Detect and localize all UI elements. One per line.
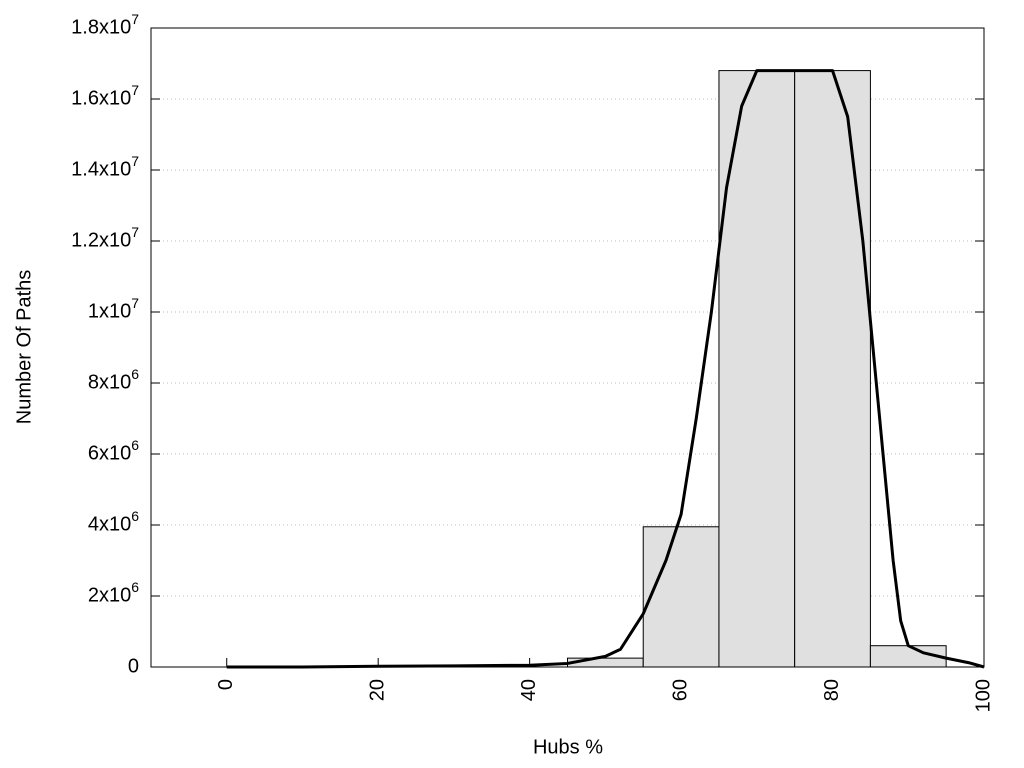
- y-tick-label: 1.8x107: [71, 11, 139, 39]
- x-tick-label: 20: [366, 679, 388, 701]
- x-tick-label: 40: [518, 679, 540, 701]
- y-tick-label: 2x106: [88, 579, 139, 607]
- bar: [794, 70, 871, 668]
- x-tick-label: 100: [972, 679, 994, 712]
- bar: [718, 70, 796, 668]
- y-tick-label: 1.6x107: [71, 82, 139, 110]
- y-tick-label: 1.2x107: [71, 224, 139, 252]
- y-tick-label: 4x106: [88, 508, 139, 536]
- bar: [642, 526, 720, 668]
- x-tick-label: 0: [215, 679, 237, 690]
- x-tick-label: 60: [669, 679, 691, 701]
- y-tick-label: 8x106: [88, 366, 139, 394]
- y-tick-label: 6x106: [88, 437, 139, 465]
- plot-frame: [150, 27, 985, 668]
- y-tick-label: 1.4x107: [71, 153, 139, 181]
- x-axis-label: Hubs %: [533, 736, 603, 758]
- y-axis-label: Number Of Paths: [13, 270, 35, 425]
- x-tick-label: 80: [821, 679, 843, 701]
- y-tick-label: 1x107: [88, 295, 139, 323]
- y-tick-label: 0: [128, 655, 139, 677]
- curve: [226, 69, 985, 669]
